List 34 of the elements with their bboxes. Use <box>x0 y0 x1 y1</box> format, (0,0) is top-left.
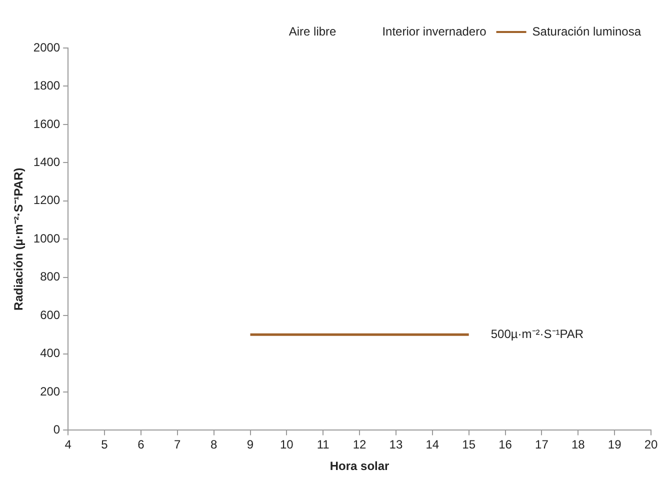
y-tick-label: 2000 <box>33 40 60 54</box>
x-tick-label: 4 <box>64 438 72 452</box>
annotation: 500µ·m⁻²·S⁻¹PAR <box>490 326 584 341</box>
y-tick-label: 200 <box>40 384 60 398</box>
y-tick-label: 600 <box>40 308 60 322</box>
y-tick-label: 1800 <box>33 78 60 93</box>
x-tick-label: 14 <box>426 438 440 452</box>
x-tick-label: 10 <box>280 438 294 452</box>
x-tick-label: 11 <box>316 438 330 452</box>
text: Aire libre <box>288 24 337 38</box>
x-tick-label: 5 <box>101 438 108 452</box>
x-tick-label: 18 <box>571 438 586 452</box>
x-tick-label: 19 <box>608 438 622 452</box>
y-tick-label: 400 <box>40 346 60 360</box>
y-tick-label: 1000 <box>33 231 60 246</box>
y-tick-label: 1400 <box>33 154 60 169</box>
text: Interior invernadero <box>382 24 487 38</box>
y-axis-title: Radiación (µ·m⁻²·S⁻¹PAR) <box>12 168 26 310</box>
x-tick-label: 17 <box>535 438 549 452</box>
x-axis-title: Hora solar <box>330 459 390 474</box>
x-tick-label: 6 <box>138 438 145 452</box>
y-tick-label: 1600 <box>33 116 60 131</box>
x-tick-label: 9 <box>246 438 254 452</box>
x-tick-label: 20 <box>644 438 658 452</box>
x-tick-label: 16 <box>498 438 512 452</box>
y-tick-label: 0 <box>53 422 60 437</box>
y-tick-label: 1200 <box>33 193 60 208</box>
x-tick-label: 15 <box>462 438 476 452</box>
x-tick-label: 7 <box>174 438 182 452</box>
legend-label: Saturación luminosa <box>532 24 642 38</box>
x-tick-label: 13 <box>389 438 403 452</box>
x-tick-label: 8 <box>210 438 218 452</box>
y-tick-label: 800 <box>40 270 60 284</box>
x-tick-label: 12 <box>352 438 367 452</box>
